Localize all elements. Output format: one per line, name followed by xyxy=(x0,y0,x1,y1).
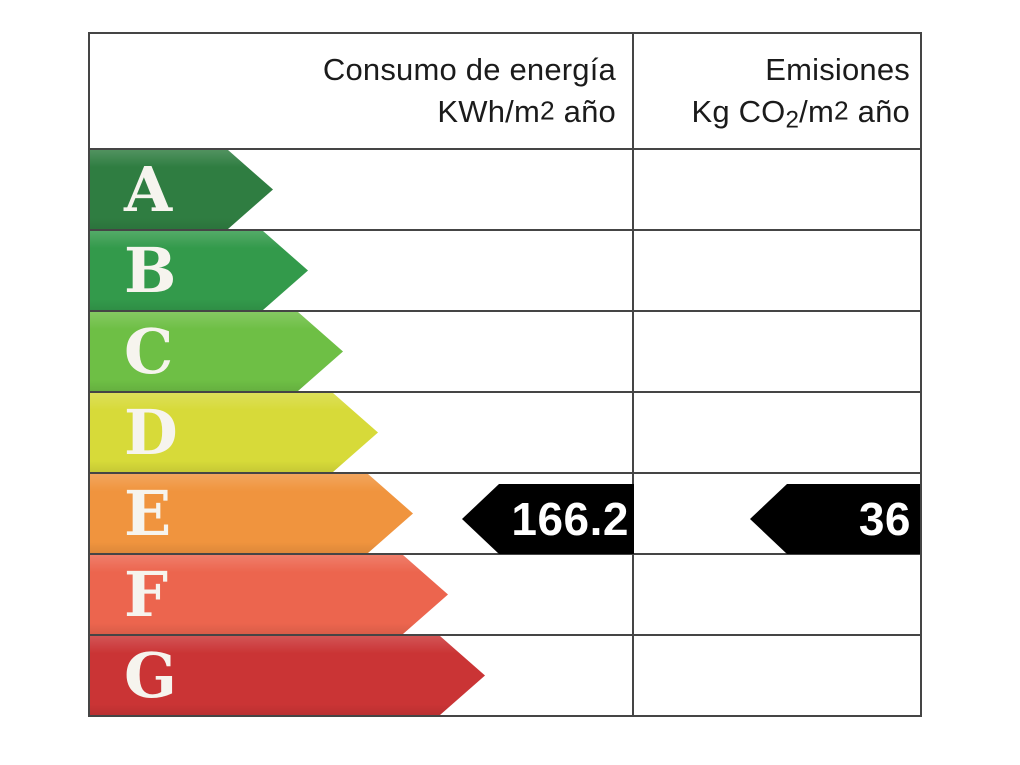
rating-letter-g: G xyxy=(124,638,177,712)
rating-row-g: G xyxy=(90,636,920,715)
emissions-unit: Kg CO2/m2 año xyxy=(691,93,910,133)
emissions-header: Emisiones Kg CO2/m2 año xyxy=(632,34,920,148)
table-header: Consumo de energía KWh/m2 año Emisiones … xyxy=(90,34,920,150)
rating-letter-a: A xyxy=(124,152,173,226)
rating-row-d: D xyxy=(90,393,920,474)
rating-bar-g: G xyxy=(90,636,485,715)
rating-bar-a: A xyxy=(90,150,273,229)
consumption-title: Consumo de energía xyxy=(322,52,616,87)
rating-bar-f: F xyxy=(90,555,448,634)
consumption-value-arrow: 166.2 xyxy=(462,484,634,554)
rating-bar-e: E xyxy=(90,474,413,553)
rating-row-e: E xyxy=(90,474,920,555)
rating-letter-f: F xyxy=(124,557,169,631)
rating-row-c: C xyxy=(90,312,920,393)
rating-letter-c: C xyxy=(124,314,174,388)
consumption-header: Consumo de energía KWh/m2 año xyxy=(90,34,632,148)
rating-table: Consumo de energía KWh/m2 año Emisiones … xyxy=(88,32,922,717)
rating-row-b: B xyxy=(90,231,920,312)
rating-letter-b: B xyxy=(124,233,177,307)
rating-row-a: A xyxy=(90,150,920,231)
rating-letter-e: E xyxy=(124,476,172,550)
consumption-value: 166.2 xyxy=(511,493,629,545)
rating-bar-d: D xyxy=(90,393,378,472)
emissions-title: Emisiones xyxy=(765,52,910,87)
column-divider xyxy=(632,34,634,715)
emissions-value-arrow: 36 xyxy=(750,484,920,554)
emissions-value: 36 xyxy=(858,493,911,545)
rating-bar-c: C xyxy=(90,312,343,391)
rating-row-f: F xyxy=(90,555,920,636)
consumption-unit: KWh/m2 año xyxy=(437,93,616,129)
rating-letter-d: D xyxy=(124,395,178,469)
rating-bar-b: B xyxy=(90,231,308,310)
